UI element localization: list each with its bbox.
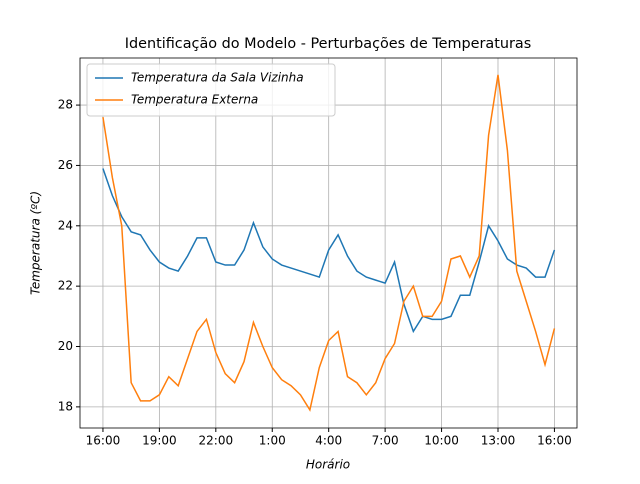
- x-tick-label: 7:00: [372, 434, 399, 448]
- y-tick-label: 26: [58, 158, 73, 172]
- x-tick-label: 16:00: [537, 434, 572, 448]
- x-tick-label: 19:00: [142, 434, 177, 448]
- y-tick-label: 18: [58, 399, 73, 413]
- chart-title: Identificação do Modelo - Perturbações d…: [125, 36, 531, 52]
- y-axis-label: Temperatura (ºC): [29, 191, 43, 295]
- legend: Temperatura da Sala Vizinha Temperatura E…: [86, 63, 336, 117]
- x-tick-label: 13:00: [481, 434, 516, 448]
- y-tick-label: 20: [58, 339, 73, 353]
- legend-label: Temperatura Externa: [131, 93, 258, 107]
- y-tick-label: 28: [58, 98, 73, 112]
- x-tick-label: 16:00: [86, 434, 121, 448]
- legend-label: Temperatura da Sala Vizinha: [131, 71, 304, 85]
- x-tick-label: 4:00: [315, 434, 342, 448]
- x-tick-label: 1:00: [259, 434, 286, 448]
- legend-box: [86, 63, 336, 117]
- y-tick-label: 22: [58, 279, 73, 293]
- x-tick-label: 10:00: [424, 434, 459, 448]
- y-tick-label: 24: [58, 218, 73, 232]
- plot-frame: [79, 57, 578, 429]
- line-series: [102, 168, 556, 334]
- x-tick-label: 22:00: [199, 434, 234, 448]
- line-series: [102, 74, 556, 412]
- x-axis-label: Horário: [306, 458, 350, 472]
